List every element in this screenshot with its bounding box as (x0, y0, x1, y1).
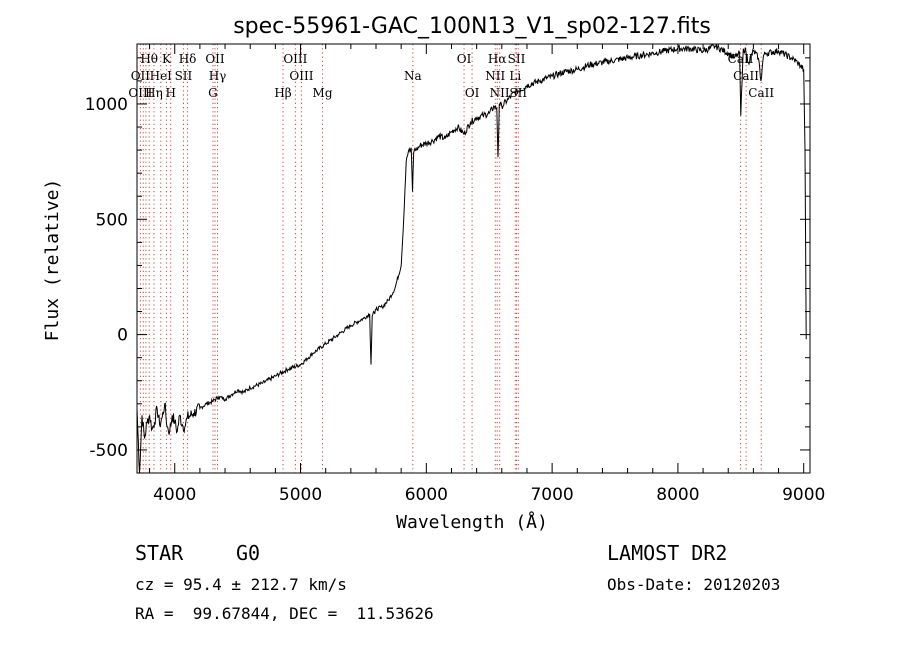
x-axis-label: Wavelength (Å) (396, 511, 548, 533)
object-class: STAR (135, 541, 184, 565)
object-subclass: G0 (236, 541, 261, 565)
y-tick-label: 500 (96, 210, 128, 230)
spectral-line-markers (139, 44, 762, 473)
y-tick-label: 0 (117, 326, 128, 346)
chart-title: spec-55961-GAC_100N13_V1_sp02-127.fits (233, 14, 711, 39)
line-label: Hα (488, 52, 507, 66)
flux-series (136, 42, 807, 474)
line-label: K (162, 52, 172, 66)
line-label: OI (457, 52, 472, 66)
x-tick-label: 8000 (656, 485, 699, 505)
x-tick-label: 6000 (405, 485, 448, 505)
line-label: G (208, 86, 218, 100)
line-label: Hθ (140, 52, 158, 66)
line-label: SII (509, 86, 527, 100)
line-label: CaII (733, 69, 759, 83)
x-tick-label: 5000 (279, 485, 322, 505)
y-tick-label: 1000 (85, 95, 128, 115)
line-label: OIII (289, 69, 313, 83)
line-label: Hη (145, 86, 163, 100)
line-label: Na (404, 69, 422, 83)
plot-frame (136, 43, 811, 474)
line-label: H (165, 86, 175, 100)
coordinates: RA = 99.67844, DEC = 11.53626 (135, 604, 434, 623)
line-label: OII (131, 69, 151, 83)
x-tick-label: 4000 (153, 485, 196, 505)
line-label: SII (175, 69, 193, 83)
x-tick-label: 9000 (782, 485, 825, 505)
line-label: Mg (313, 86, 333, 100)
line-label: OII (205, 52, 225, 66)
axis-tick-labels: 4000 5000 6000 7000 8000 9000 -500 0 500 1000 (85, 95, 826, 505)
x-tick-label: 7000 (530, 485, 573, 505)
line-label: Hβ (274, 86, 291, 100)
line-label: OI (465, 86, 480, 100)
line-label: Hγ (209, 69, 227, 83)
line-label: SII (508, 52, 526, 66)
line-label: Hδ (179, 52, 197, 66)
flux-line (136, 42, 807, 474)
line-label: NII (485, 69, 505, 83)
redshift-value: cz = 95.4 ± 212.7 km/s (135, 575, 347, 594)
line-label: HeI (150, 69, 173, 83)
axis-ticks (137, 44, 810, 473)
line-label: NII (490, 86, 510, 100)
observation-date: Obs-Date: 20120203 (607, 575, 781, 594)
y-axis-label: Flux (relative) (42, 179, 63, 342)
line-label: OIII (283, 52, 307, 66)
line-label: Li (509, 69, 521, 83)
survey-name: LAMOST DR2 (607, 541, 728, 565)
line-label: OIII (128, 86, 152, 100)
line-label: CaII (748, 86, 774, 100)
y-tick-label: -500 (89, 441, 128, 461)
